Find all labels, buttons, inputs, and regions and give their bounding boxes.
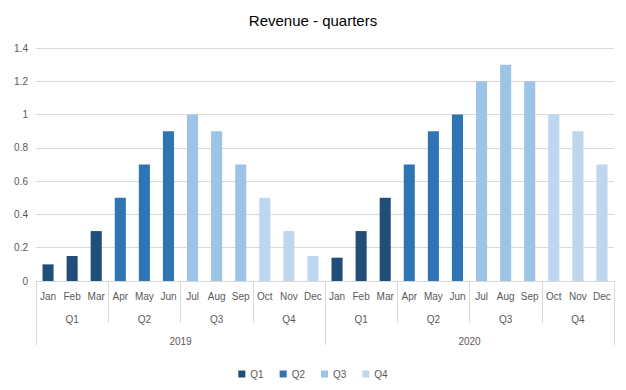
svg-text:Q1: Q1 (250, 369, 264, 380)
svg-text:0.2: 0.2 (14, 242, 28, 253)
svg-text:Mar: Mar (88, 291, 106, 302)
svg-text:Jun: Jun (449, 291, 465, 302)
svg-text:1.4: 1.4 (14, 43, 28, 54)
svg-text:May: May (135, 291, 154, 302)
svg-text:Apr: Apr (113, 291, 129, 302)
svg-text:May: May (424, 291, 443, 302)
svg-text:Jul: Jul (475, 291, 488, 302)
svg-text:0: 0 (22, 276, 28, 287)
svg-text:Sep: Sep (521, 291, 539, 302)
svg-text:Feb: Feb (353, 291, 371, 302)
svg-text:Q2: Q2 (427, 314, 441, 325)
svg-text:Q1: Q1 (354, 314, 368, 325)
svg-text:Nov: Nov (280, 291, 298, 302)
svg-text:0.6: 0.6 (14, 176, 28, 187)
svg-text:Jan: Jan (40, 291, 56, 302)
svg-text:Mar: Mar (377, 291, 395, 302)
svg-text:Q1: Q1 (65, 314, 79, 325)
svg-text:1: 1 (22, 109, 28, 120)
svg-text:Q3: Q3 (499, 314, 513, 325)
svg-text:Feb: Feb (64, 291, 82, 302)
svg-text:Aug: Aug (497, 291, 515, 302)
svg-text:Q4: Q4 (571, 314, 585, 325)
svg-text:0.4: 0.4 (14, 209, 28, 220)
svg-text:Jul: Jul (186, 291, 199, 302)
svg-text:Q3: Q3 (210, 314, 224, 325)
svg-text:2020: 2020 (458, 336, 481, 347)
svg-text:Q4: Q4 (282, 314, 296, 325)
svg-text:1.2: 1.2 (14, 76, 28, 87)
svg-text:Aug: Aug (208, 291, 226, 302)
svg-text:Nov: Nov (569, 291, 587, 302)
svg-text:Jun: Jun (160, 291, 176, 302)
svg-text:Q3: Q3 (333, 369, 347, 380)
svg-text:0.8: 0.8 (14, 142, 28, 153)
svg-text:2019: 2019 (169, 336, 192, 347)
svg-text:Dec: Dec (304, 291, 322, 302)
svg-text:Apr: Apr (402, 291, 418, 302)
svg-text:Q2: Q2 (292, 369, 306, 380)
svg-text:Revenue - quarters: Revenue - quarters (249, 12, 377, 29)
svg-text:Jan: Jan (329, 291, 345, 302)
svg-text:Q2: Q2 (138, 314, 152, 325)
svg-text:Sep: Sep (232, 291, 250, 302)
svg-text:Dec: Dec (593, 291, 611, 302)
svg-text:Oct: Oct (546, 291, 562, 302)
svg-text:Q4: Q4 (374, 369, 388, 380)
svg-text:Oct: Oct (257, 291, 273, 302)
